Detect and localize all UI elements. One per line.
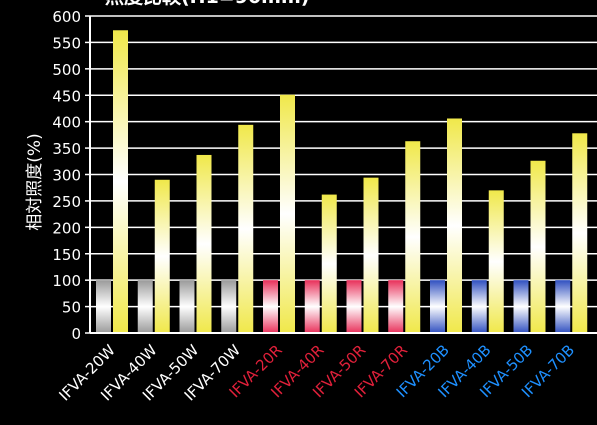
- y-tick-label: 550: [52, 34, 81, 52]
- bar-reference: [137, 280, 153, 333]
- bar-value: [280, 94, 295, 333]
- y-tick-label: 400: [52, 114, 81, 132]
- bar-reference: [96, 280, 111, 333]
- bar-reference: [513, 280, 529, 333]
- y-tick-label: 450: [52, 87, 81, 105]
- bar-value: [447, 118, 462, 333]
- y-axis-label: 相対照度(%): [25, 133, 45, 230]
- bars: [96, 30, 588, 333]
- x-axis: IFVA-20WIFVA-40WIFVA-50WIFVA-70WIFVA-20R…: [55, 332, 597, 404]
- bar-value: [488, 190, 504, 333]
- bar-value: [113, 30, 128, 333]
- bar-value: [154, 179, 170, 333]
- bar-reference: [555, 280, 571, 333]
- bar-value: [196, 154, 212, 333]
- bar-reference: [430, 280, 445, 333]
- y-tick-label: 50: [62, 299, 81, 317]
- bar-reference: [304, 280, 320, 333]
- y-tick-label: 200: [52, 219, 81, 237]
- y-tick-label: 350: [52, 140, 81, 158]
- bar-reference: [263, 280, 278, 333]
- bar-reference: [179, 280, 195, 333]
- y-tick-label: 100: [52, 272, 81, 290]
- bar-value: [572, 133, 588, 333]
- y-tick-label: 0: [71, 325, 81, 343]
- bar-value: [321, 194, 337, 333]
- bar-value: [530, 160, 546, 333]
- bar-reference: [221, 280, 237, 333]
- bar-reference: [346, 280, 362, 333]
- y-tick-label: 300: [52, 167, 81, 185]
- bar-reference: [471, 280, 487, 333]
- y-tick-label: 250: [52, 193, 81, 211]
- y-tick-label: 600: [52, 8, 81, 26]
- y-tick-label: 150: [52, 246, 81, 264]
- y-tick-label: 500: [52, 61, 81, 79]
- y-axis: 0 50 100 150 200 250 300 350 400 450 500 550 600: [52, 8, 91, 343]
- chart-title: 照度比較(H1=90mm): [105, 0, 309, 8]
- bar-value: [238, 124, 254, 333]
- bar-reference: [388, 280, 404, 333]
- gridlines: [90, 15, 597, 308]
- bar-value: [363, 177, 379, 333]
- bar-value: [405, 141, 421, 333]
